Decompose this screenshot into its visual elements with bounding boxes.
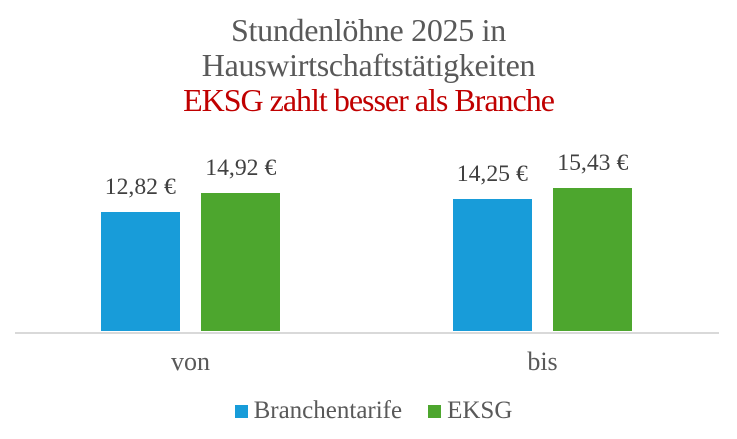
bar-eksg-bis — [553, 188, 633, 332]
bar-eksg-von — [201, 192, 281, 332]
x-axis-label-bis: bis — [527, 346, 558, 376]
data-label-branchentarife-von: 12,82 € — [104, 174, 176, 201]
chart-subtitle: EKSG zahlt besser als Branche — [183, 82, 555, 118]
bar-branchentarife-bis — [452, 199, 532, 332]
data-label-branchentarife-bis: 14,25 € — [456, 160, 528, 187]
legend-item-eksg: EKSG — [428, 396, 512, 426]
bar-branchentarife-von — [100, 212, 180, 332]
legend-item-branchentarife: Branchentarife — [234, 396, 403, 426]
x-axis-line — [15, 331, 719, 334]
legend-label-eksg: EKSG — [447, 397, 513, 424]
legend: Branchentarife EKSG — [5, 396, 737, 426]
legend-swatch-icon — [234, 404, 248, 418]
data-label-eksg-von: 14,92 € — [205, 154, 277, 181]
x-axis-label-von: von — [171, 346, 210, 376]
legend-swatch-icon — [428, 404, 442, 418]
chart-title-line-1: Stundenlöhne 2025 in — [231, 12, 506, 48]
chart-title-line-2: Hauswirtschaftstätigkeiten — [201, 47, 536, 83]
chart-title: Stundenlöhne 2025 in Hauswirtschaftstäti… — [0, 13, 737, 118]
legend-label-branchentarife: Branchentarife — [253, 397, 403, 424]
data-label-eksg-bis: 15,43 € — [557, 149, 629, 176]
